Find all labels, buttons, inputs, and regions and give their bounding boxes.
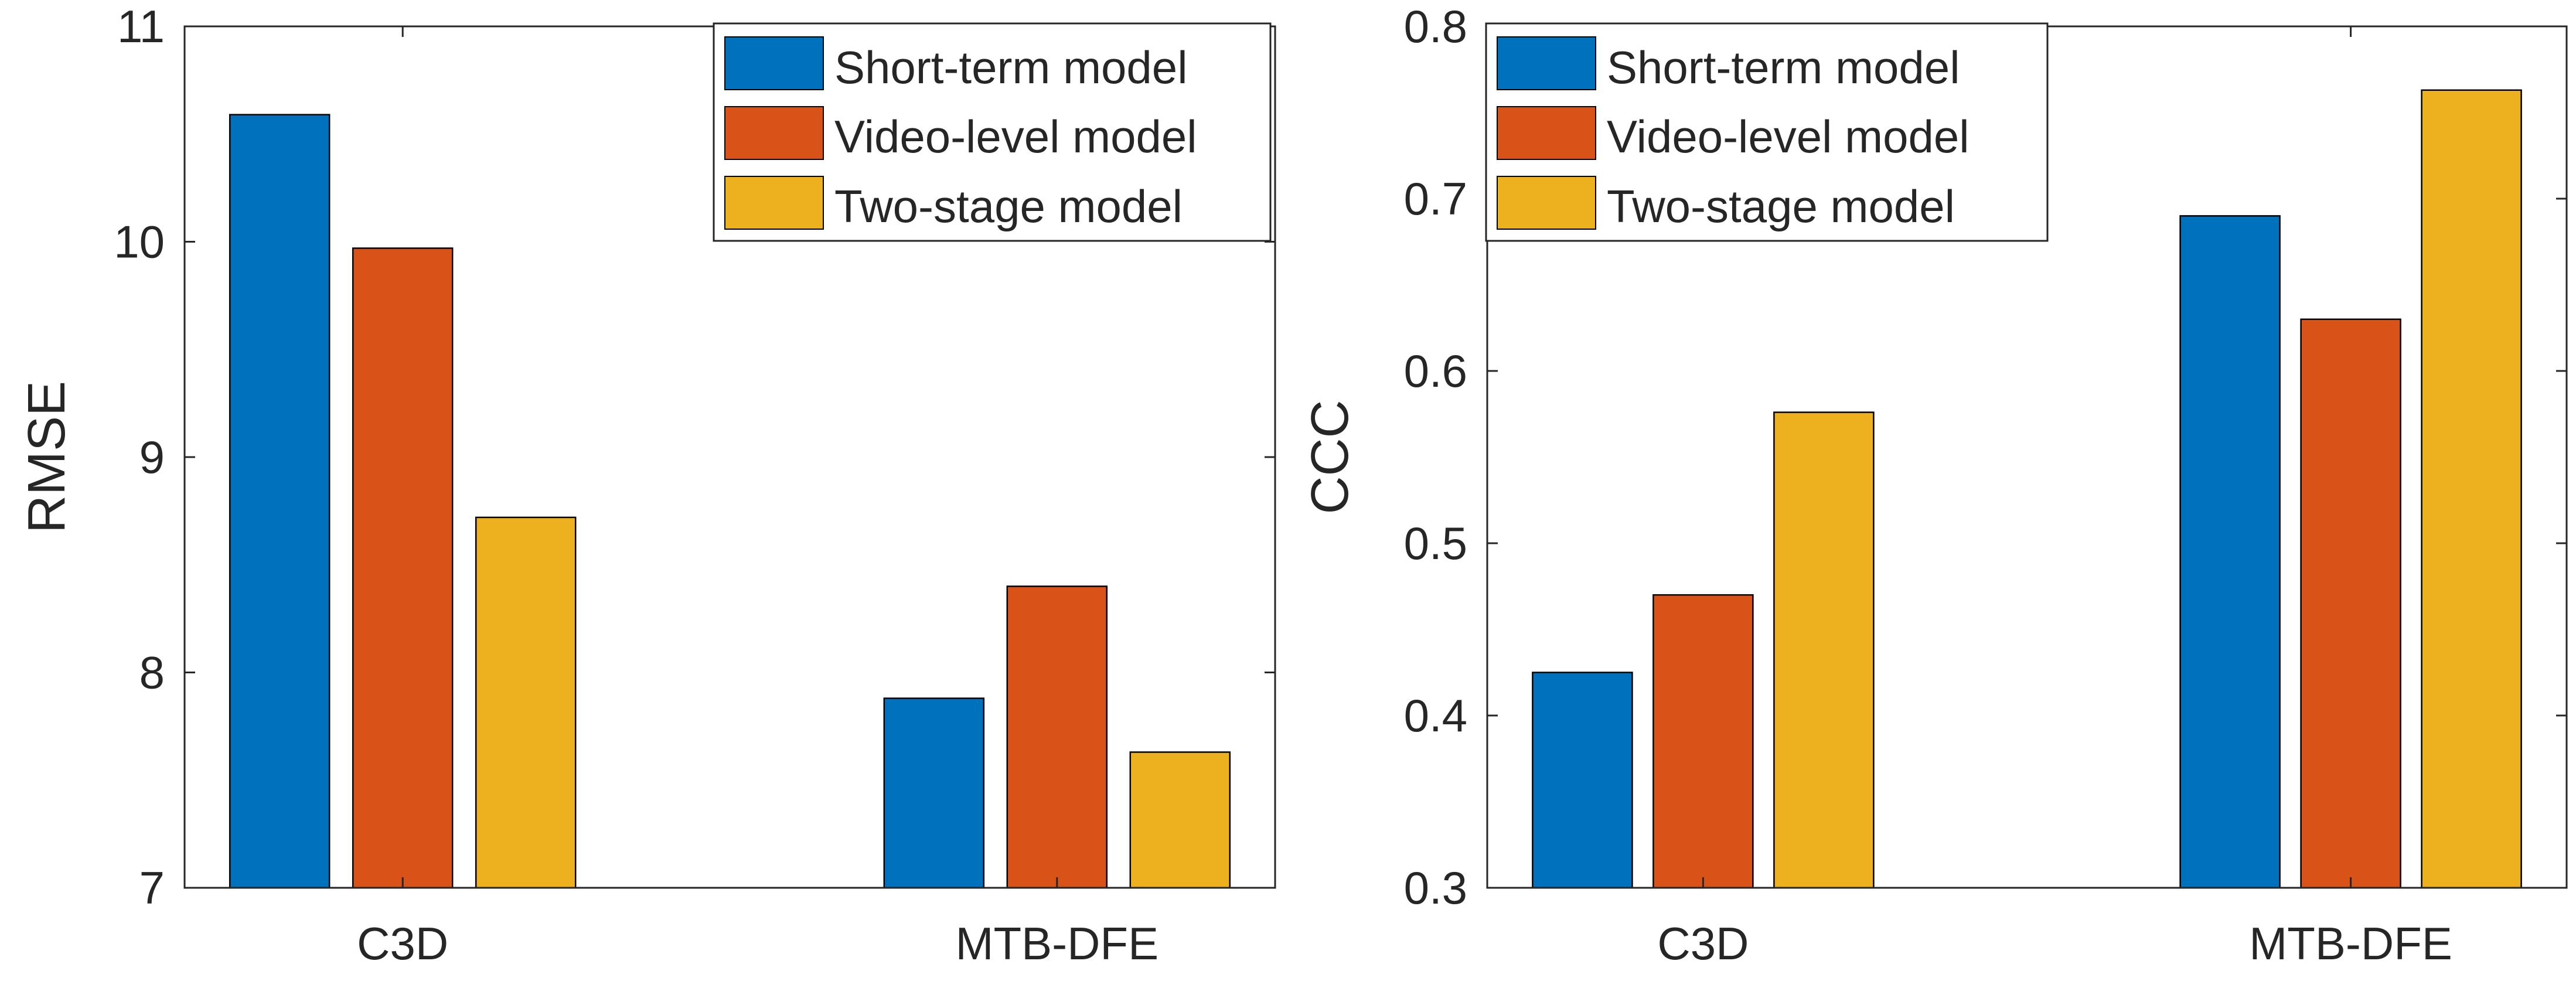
rmse-bar-c3d-video-level-model [352, 247, 454, 889]
rmse-legend: Short-term model Video-level model Two-s… [713, 22, 1272, 242]
rmse-bars [229, 114, 1231, 889]
rmse-y-tick-label: 8 [139, 647, 165, 699]
ccc-bar-c3d-two-stage-model [1773, 411, 1875, 889]
ccc-bars [1532, 89, 2522, 889]
rmse-y-ticks: 7 8 9 10 11 [114, 1, 1275, 914]
rmse-y-tick-label: 9 [139, 431, 165, 483]
ccc-y-tick-label: 0.8 [1404, 1, 1467, 52]
ccc-chart-panel: 0.3 0.4 0.5 0.6 0.7 0.8 C3D MTB-DFE CCC Short-… [1301, 1, 2568, 969]
ccc-bar-mtb-dfe-video-level-model [2300, 318, 2401, 889]
ccc-y-tick-label: 0.3 [1404, 862, 1467, 914]
rmse-bar-mtb-dfe-two-stage-model [1129, 751, 1231, 889]
ccc-legend: Short-term model Video-level model Two-s… [1485, 22, 2049, 242]
rmse-legend-label-video-level: Video-level model [834, 111, 1197, 162]
ccc-y-tick-label: 0.7 [1404, 173, 1467, 224]
rmse-y-tick-label: 11 [117, 1, 165, 52]
ccc-bar-mtb-dfe-two-stage-model [2421, 89, 2522, 889]
ccc-legend-swatch-video-level [1497, 106, 1596, 160]
ccc-legend-swatch-two-stage [1497, 176, 1596, 230]
ccc-y-axis-label: CCC [1301, 400, 1359, 515]
rmse-bar-c3d-two-stage-model [475, 516, 577, 889]
ccc-legend-swatch-short-term [1497, 36, 1596, 90]
ccc-bar-mtb-dfe-short-term-model [2179, 215, 2281, 889]
ccc-legend-label-two-stage: Two-stage model [1607, 180, 1955, 232]
rmse-chart-panel: 7 8 9 10 11 C3D MTB-DFE RMSE Short-term model… [18, 1, 1276, 969]
rmse-bar-mtb-dfe-video-level-model [1006, 585, 1108, 889]
ccc-y-tick-label: 0.6 [1404, 345, 1467, 397]
ccc-legend-label-video-level: Video-level model [1607, 111, 1970, 162]
rmse-x-tick-label-c3d: C3D [357, 918, 448, 969]
rmse-bar-mtb-dfe-short-term-model [883, 697, 985, 889]
ccc-bar-c3d-video-level-model [1652, 594, 1754, 889]
ccc-x-tick-label-mtb-dfe: MTB-DFE [2249, 918, 2452, 969]
rmse-y-tick-label: 10 [114, 216, 165, 268]
rmse-legend-swatch-video-level [724, 106, 824, 160]
ccc-bar-c3d-short-term-model [1532, 672, 1633, 889]
rmse-legend-swatch-two-stage [724, 176, 824, 230]
rmse-x-ticks: C3D MTB-DFE [357, 26, 1158, 969]
rmse-y-axis-label: RMSE [18, 381, 76, 533]
rmse-x-tick-label-mtb-dfe: MTB-DFE [955, 918, 1158, 969]
ccc-y-tick-label: 0.5 [1404, 517, 1467, 569]
ccc-legend-label-short-term: Short-term model [1607, 42, 1960, 93]
rmse-legend-label-two-stage: Two-stage model [834, 180, 1183, 232]
ccc-x-ticks: C3D MTB-DFE [1657, 26, 2452, 969]
rmse-y-tick-label: 7 [139, 862, 165, 914]
rmse-bar-c3d-short-term-model [229, 114, 330, 889]
ccc-y-tick-label: 0.4 [1404, 690, 1467, 741]
rmse-legend-swatch-short-term [724, 36, 824, 90]
rmse-legend-label-short-term: Short-term model [834, 42, 1188, 93]
ccc-x-tick-label-c3d: C3D [1657, 918, 1749, 969]
